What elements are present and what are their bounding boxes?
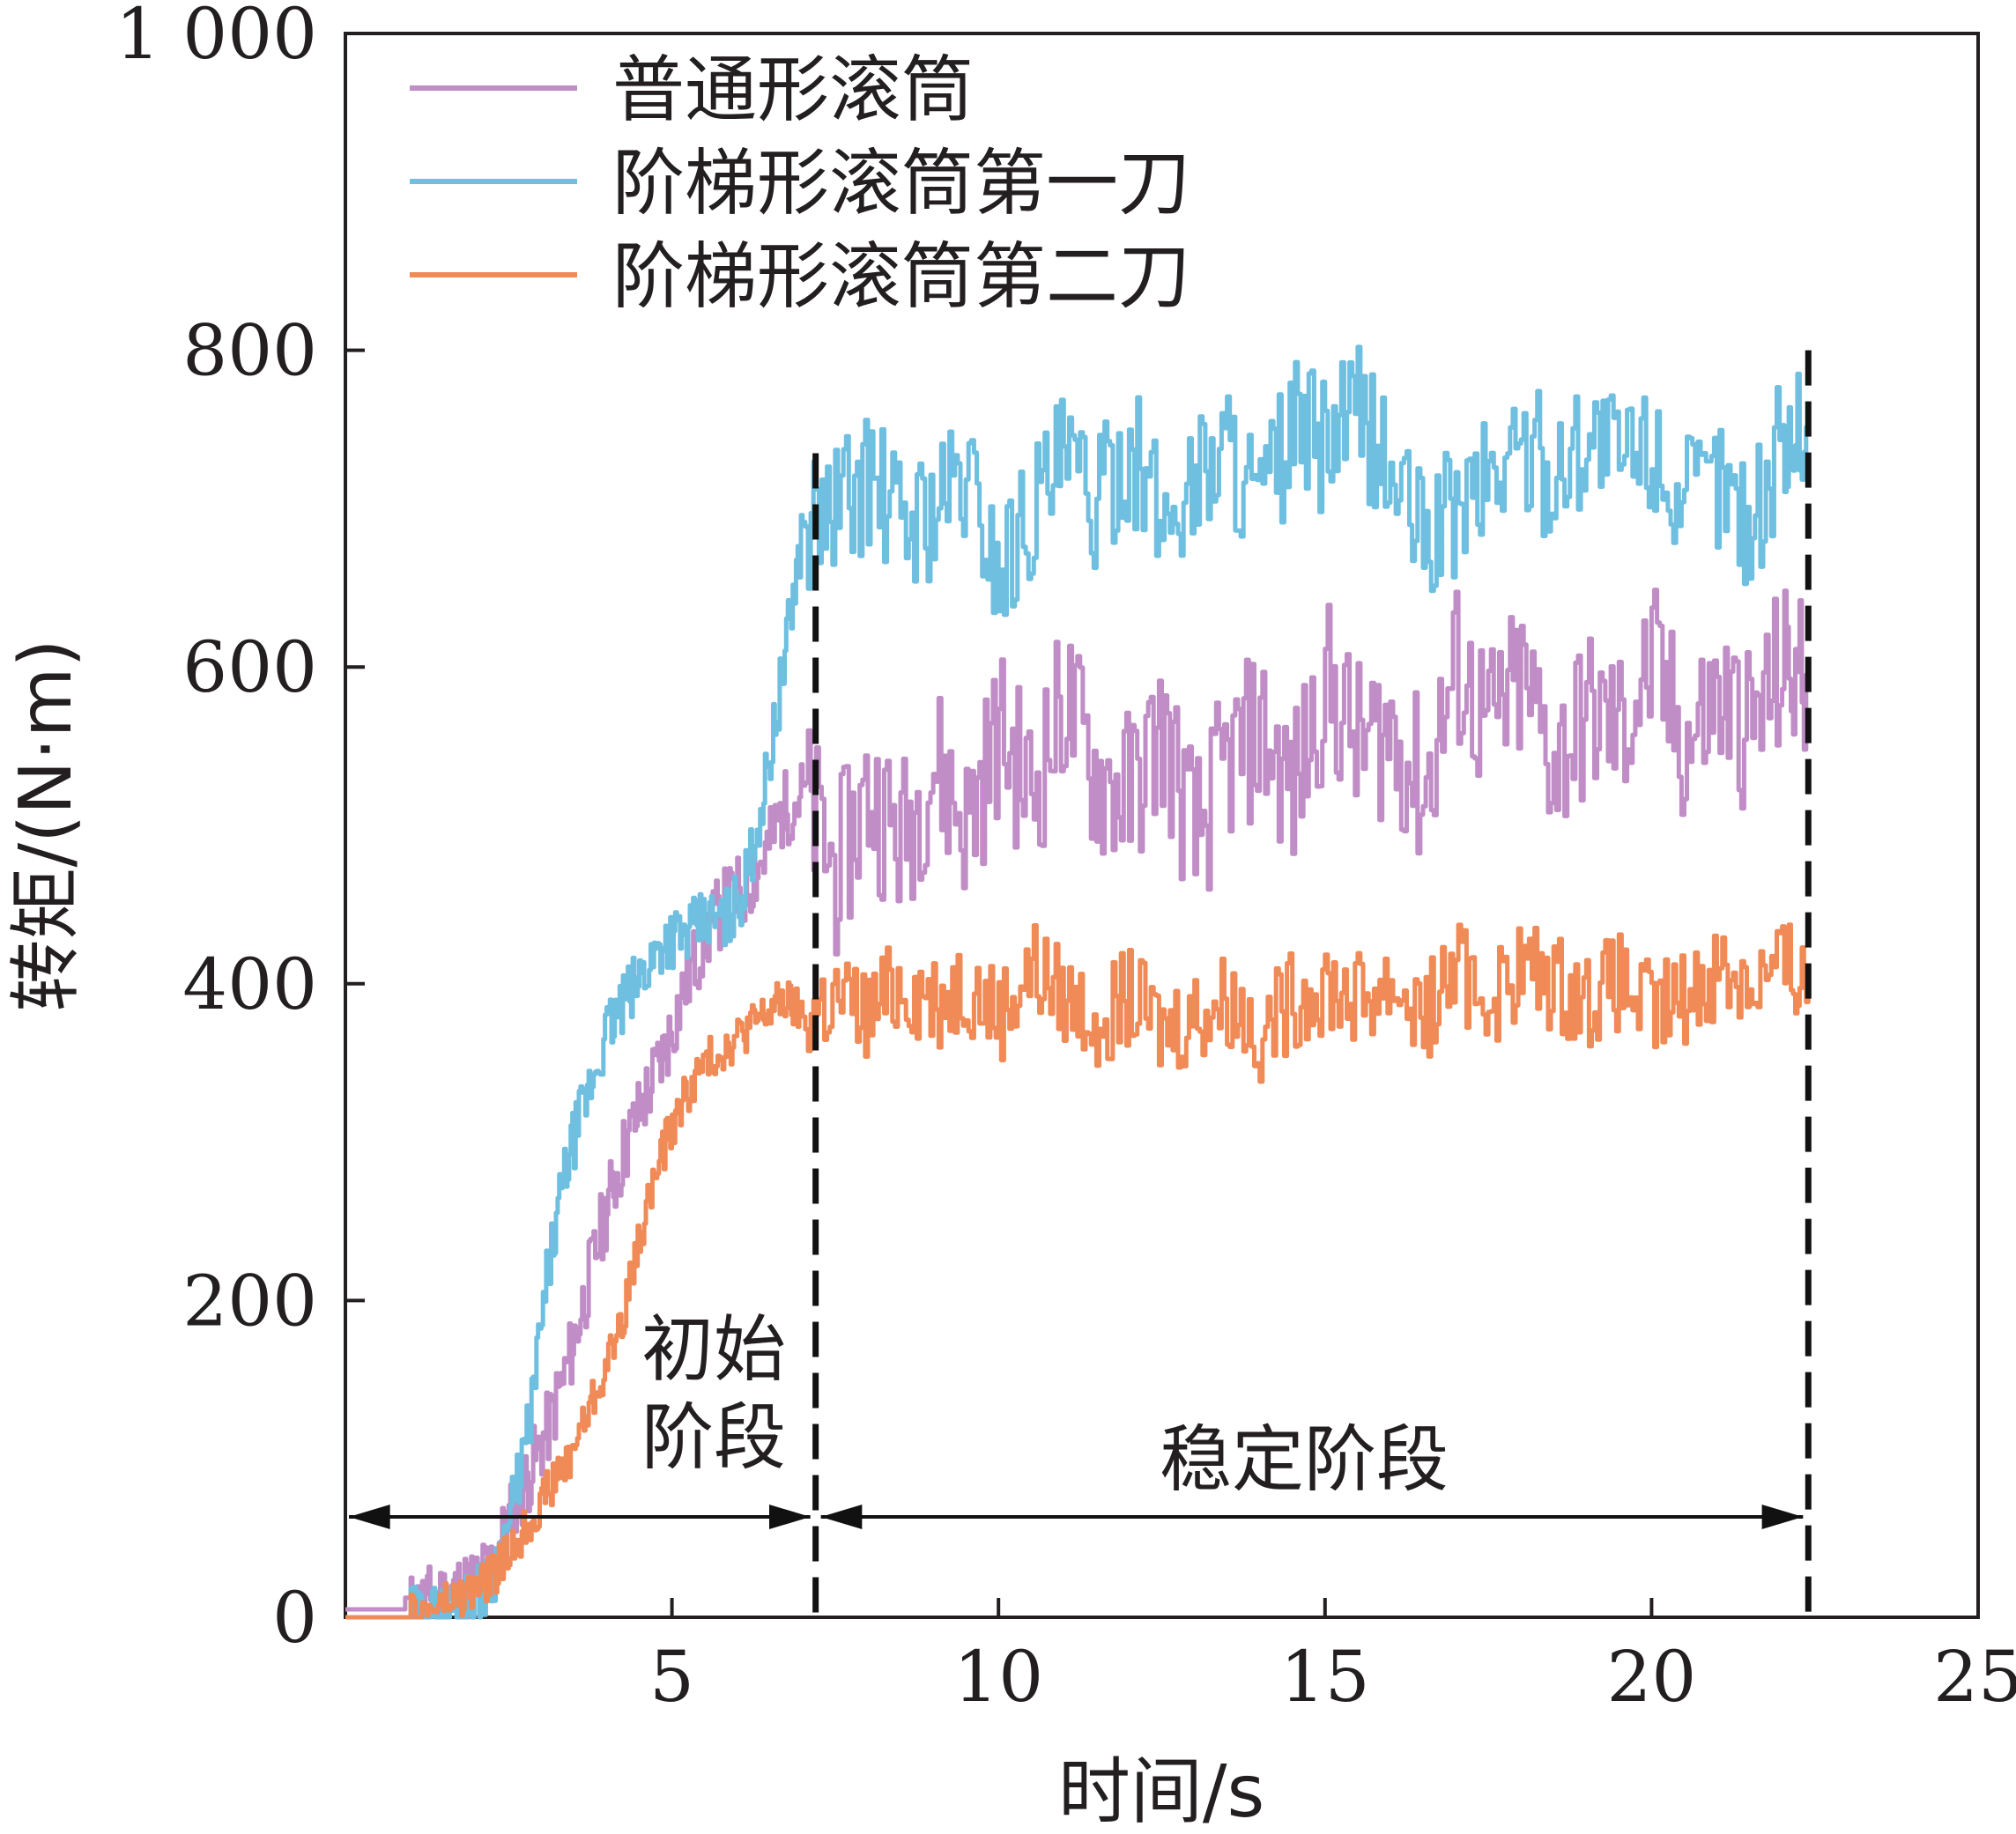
axis-ticks: 5 10 15 20 25 0 200 400 600 800 1 000 (115, 0, 2016, 1718)
y-tick-label: 800 (182, 310, 317, 392)
y-axis-title: 转矩/(N·m) (4, 640, 88, 1012)
x-tick-label: 15 (1280, 1636, 1370, 1718)
x-tick-label: 10 (953, 1636, 1043, 1718)
stable-stage-label: 稳定阶段 (1160, 1418, 1449, 1502)
x-tick-label: 25 (1933, 1636, 2016, 1718)
series-layer (345, 344, 1811, 1620)
y-tick-label: 200 (182, 1260, 317, 1342)
plot-frame (344, 32, 1980, 1619)
legend-label: 阶梯形滚筒第一刀 (612, 142, 1190, 226)
initial-stage-label: 阶段 (641, 1396, 786, 1480)
legend-label: 阶梯形滚筒第二刀 (612, 235, 1190, 319)
y-tick-label: 0 (272, 1577, 317, 1659)
series-line-3 (345, 922, 1811, 1620)
initial-stage-label: 初始 (641, 1308, 786, 1392)
x-axis-title: 时间/s (1058, 1750, 1264, 1834)
x-tick-label: 20 (1607, 1636, 1697, 1718)
y-tick-label: 600 (182, 626, 317, 708)
series-line-1 (345, 588, 1811, 1620)
y-tick-label: 1 000 (115, 0, 317, 75)
y-tick-label: 400 (182, 943, 317, 1025)
x-tick-label: 5 (649, 1636, 694, 1718)
legend-label: 普通形滚筒 (612, 48, 974, 132)
series-line-2 (345, 344, 1811, 1620)
